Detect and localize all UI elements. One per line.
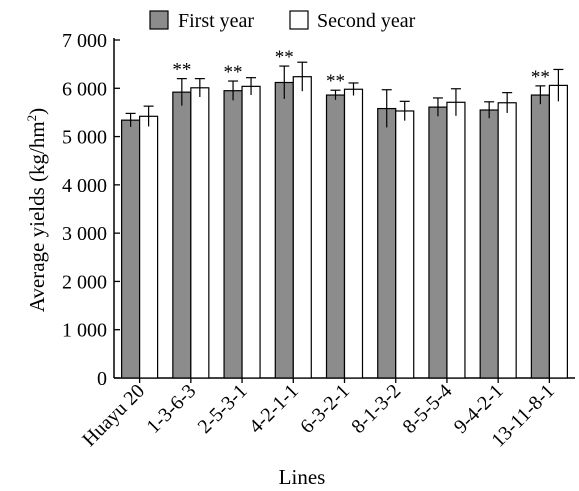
significance-marker: **: [275, 47, 294, 68]
x-tick-label: Huayu 20: [78, 380, 149, 451]
bar-second-year: [343, 88, 364, 379]
significance-marker: **: [172, 60, 191, 81]
bar-first-year: [428, 106, 448, 379]
x-tick-label: 6-3-2-1: [296, 380, 354, 438]
bar-second-year: [241, 85, 261, 379]
y-tick-label: 3 000: [62, 223, 107, 245]
y-tick-label: 6 000: [62, 78, 107, 100]
bar-second-year: [497, 102, 517, 379]
bar-second-year: [139, 115, 159, 379]
legend-swatch-second-year: [289, 10, 309, 30]
bar-first-year: [530, 94, 550, 379]
legend: First year Second year: [149, 10, 416, 32]
bar-second-year: [190, 87, 210, 379]
bar-first-year: [325, 94, 346, 379]
y-tick-label: 5 000: [62, 127, 107, 149]
x-tick-label: 2-5-3-1: [194, 380, 252, 438]
y-tick-label: 0: [97, 368, 107, 390]
y-tick-label: 4 000: [62, 175, 107, 197]
bar-second-year: [548, 84, 568, 379]
x-tick-label: 4-2-1-1: [245, 380, 303, 438]
bar-second-year: [292, 76, 312, 379]
y-tick-label: 1 000: [62, 320, 107, 342]
legend-label-first-year: First year: [178, 10, 254, 32]
y-axis-title-superscript: 2: [24, 115, 39, 122]
bar-first-year: [479, 109, 499, 379]
bar-first-year: [377, 107, 397, 379]
significance-marker: **: [531, 67, 550, 88]
legend-swatch-first-year: [149, 10, 169, 30]
bar-second-year: [446, 101, 466, 379]
legend-label-second-year: Second year: [317, 10, 416, 32]
x-axis-title: Lines: [279, 465, 326, 489]
bar-second-year: [395, 110, 415, 379]
x-tick-label: 8-5-5-4: [399, 380, 457, 438]
y-axis-title-suffix: ): [25, 108, 49, 115]
bar-first-year: [274, 81, 294, 379]
x-tick-label: 1-3-6-3: [142, 380, 200, 438]
plot-area: 0 1 000 2 000 3 000 4 000 5 000 6 000 7 000 Huay…: [62, 30, 575, 452]
x-tick-label: 8-1-3-2: [347, 380, 405, 438]
significance-marker: **: [224, 62, 243, 83]
y-axis-title: Average yields (kg/hm2): [24, 108, 49, 312]
significance-marker: **: [326, 71, 345, 92]
y-tick-label: 2 000: [62, 271, 107, 293]
bar-first-year: [223, 90, 243, 379]
bar-first-year: [121, 119, 141, 379]
y-axis-title-main: Average yields (kg/hm: [25, 121, 49, 312]
y-tick-label: 7 000: [62, 30, 107, 52]
bar-first-year: [172, 91, 192, 379]
